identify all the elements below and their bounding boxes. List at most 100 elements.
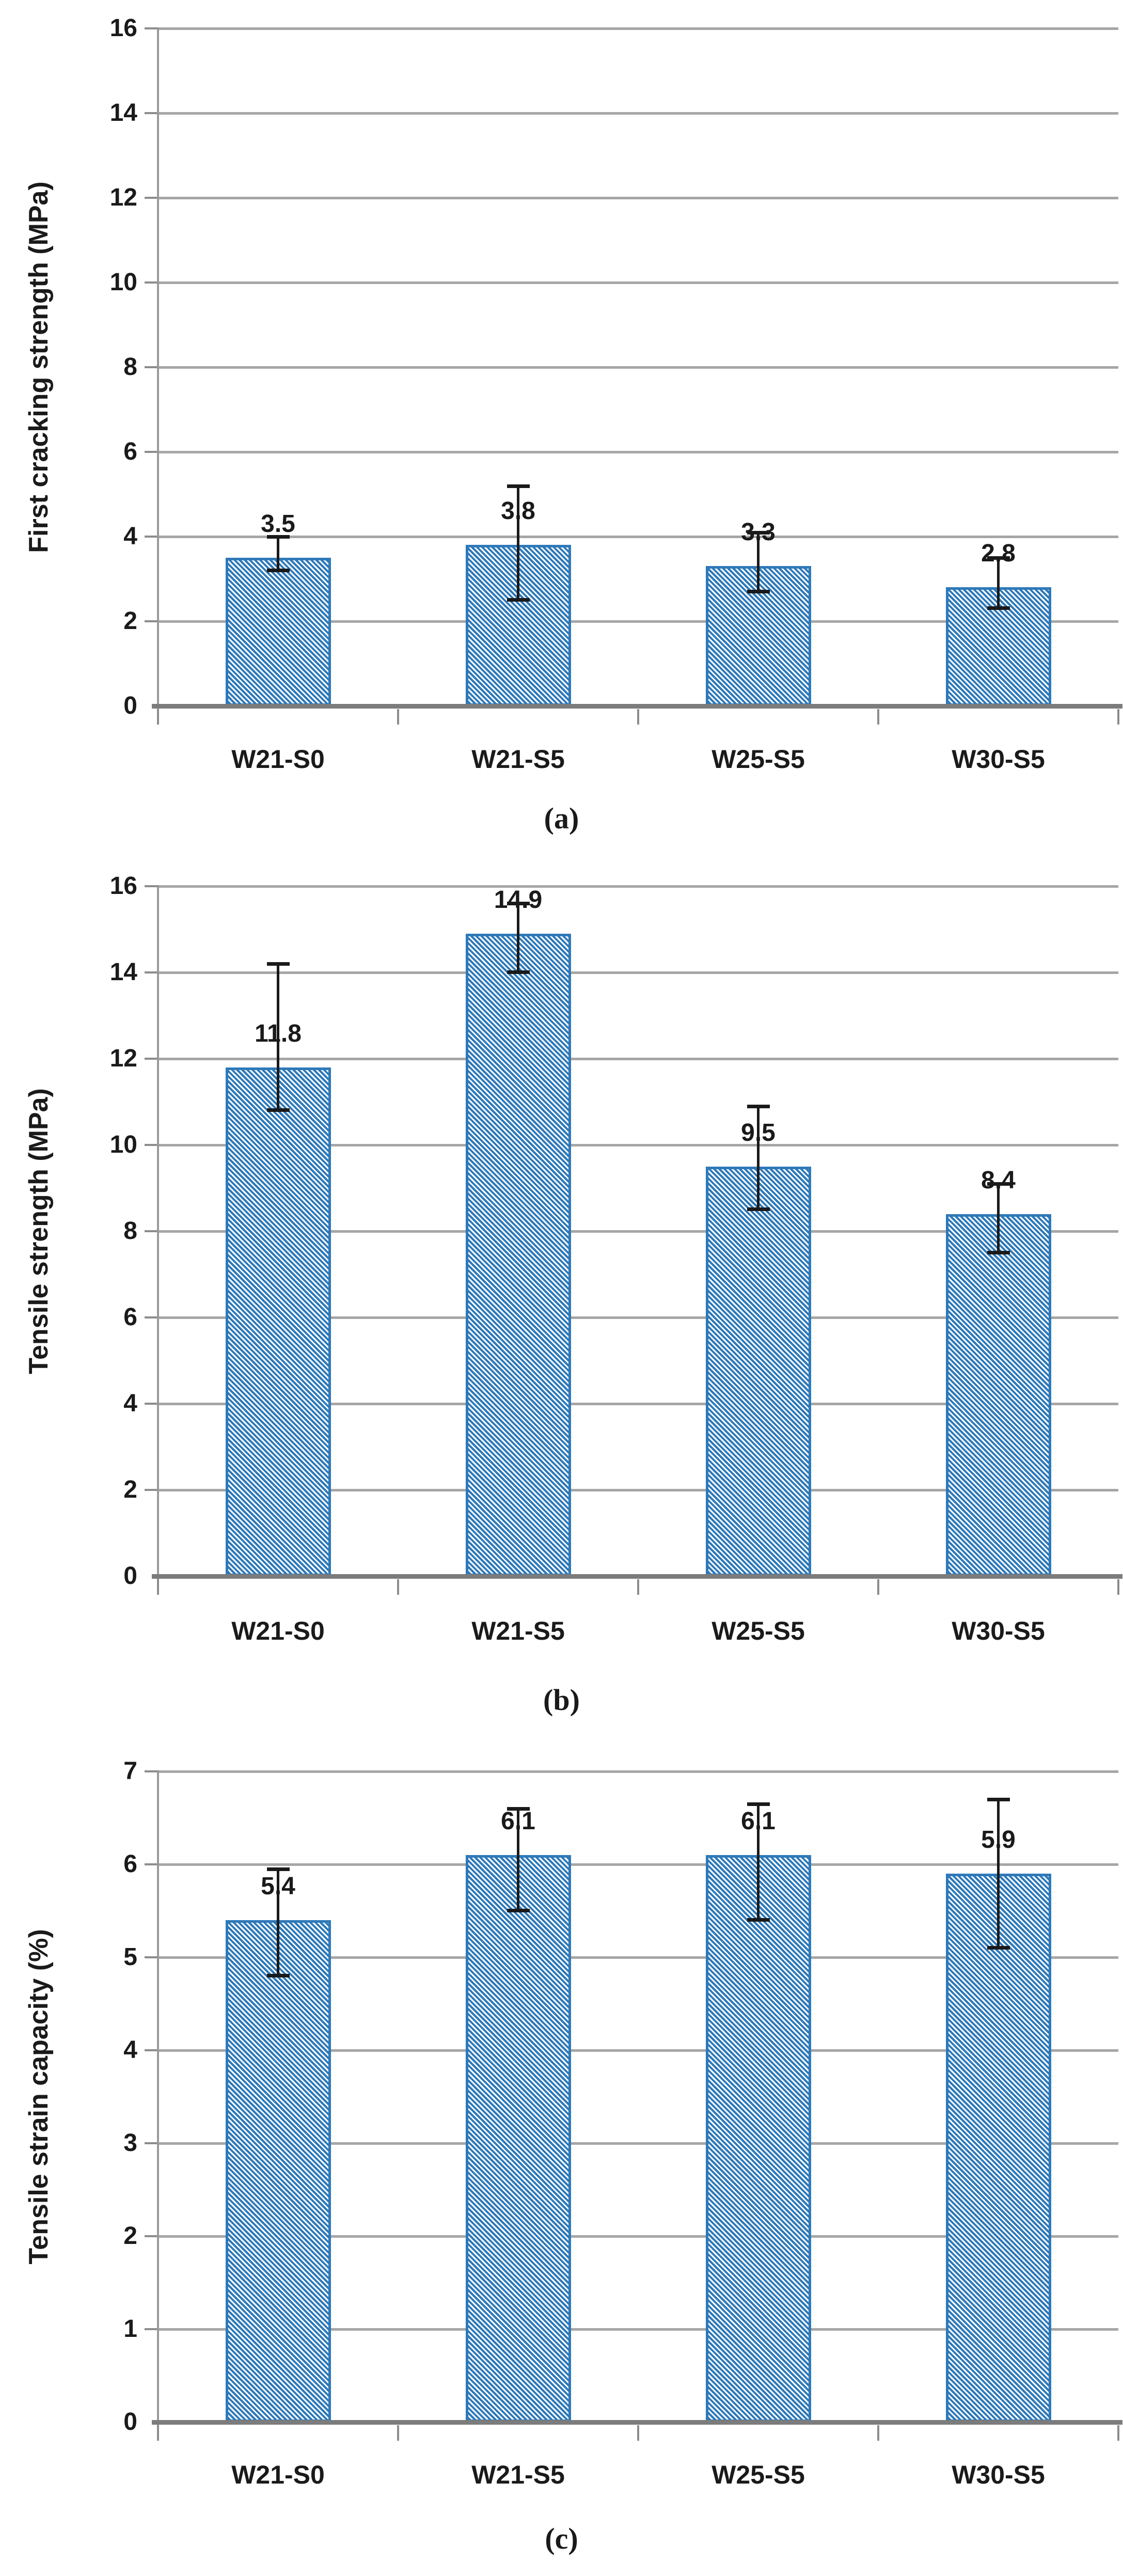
y-tick-label: 2 [123,607,137,635]
gridline [158,971,1118,974]
y-tick-label: 14 [109,99,137,127]
y-axis-tick [145,1489,159,1491]
bar [705,1855,811,2422]
gridline [158,1058,1118,1060]
x-axis-tick [397,2425,399,2441]
y-tick-label: 12 [109,1045,137,1072]
gridline [158,2328,1118,2331]
x-axis-tick [637,1579,639,1595]
y-axis-tick [145,2328,159,2330]
data-label: 6.1 [501,1808,535,1835]
y-axis-line [157,28,159,721]
category-label: W21-S5 [471,2460,565,2489]
y-axis-line [157,886,159,1592]
error-bar [277,537,279,571]
error-bar-bottom-cap [507,598,530,602]
error-bar-top-cap [266,962,290,966]
y-tick-label: 16 [109,14,137,42]
error-bar-top-cap [747,530,770,535]
x-axis-tick [157,1579,159,1595]
gridline [158,1230,1118,1233]
gridline [158,451,1118,453]
error-bar-top-cap [747,1104,770,1108]
gridline [158,2235,1118,2238]
y-axis-tick [145,1770,159,1772]
gridline [158,1403,1118,1405]
gridline [158,1770,1118,1773]
y-axis-tick [145,2049,159,2051]
data-label: 3.8 [501,497,535,525]
x-axis-line [152,1574,1122,1579]
error-bar-top-cap [987,1182,1010,1186]
data-label: 9.5 [741,1119,776,1146]
y-axis-title: Tensile strain capacity (%) [24,1929,54,2265]
y-axis-tick [145,1316,159,1318]
gridline [158,1144,1118,1146]
error-bar-bottom-cap [507,1909,530,1912]
y-axis-tick [145,620,159,622]
bar [225,1920,331,2422]
y-tick-label: 14 [109,959,137,986]
category-label: W21-S5 [471,745,565,774]
y-axis-tick [145,451,159,453]
x-axis-line [152,704,1122,709]
y-axis-tick [145,2235,159,2237]
error-bar [997,1799,1000,1948]
category-label: W30-S5 [952,745,1045,774]
y-axis-tick [145,1058,159,1060]
bar [225,1067,331,1576]
y-axis-tick [145,1403,159,1405]
y-axis-tick [145,27,159,29]
gridline [158,885,1118,888]
gridline [158,2049,1118,2052]
chart-caption: (c) [545,2522,578,2555]
x-axis-tick [1117,709,1119,725]
y-axis-tick [145,1956,159,1958]
y-tick-label: 8 [123,1217,137,1245]
y-axis-tick [145,536,159,538]
error-bar-bottom-cap [507,970,530,974]
y-tick-label: 6 [123,438,137,465]
error-bar-top-cap [987,556,1010,560]
y-tick-label: 7 [123,1757,137,1785]
error-bar-top-cap [266,535,290,539]
error-bar [997,558,1000,609]
y-tick-label: 5 [123,1943,137,1971]
error-bar [517,485,519,600]
gridline [158,536,1118,538]
y-tick-label: 2 [123,1476,137,1503]
gridline [158,281,1118,284]
data-label: 6.1 [741,1808,776,1835]
x-axis-tick [397,1579,399,1595]
y-axis-tick [145,885,159,887]
error-bar-top-cap [987,1798,1010,1801]
category-label: W25-S5 [711,1616,805,1645]
error-bar [517,903,519,972]
x-axis-tick [157,2425,159,2441]
gridline [158,27,1118,30]
y-tick-label: 10 [109,269,137,296]
y-tick-label: 8 [123,353,137,381]
data-label: 8.4 [981,1166,1016,1194]
y-tick-label: 4 [123,2036,137,2064]
y-tick-label: 6 [123,1850,137,1878]
y-axis-tick [145,112,159,114]
category-label: W30-S5 [952,1616,1045,1645]
gridline [158,620,1118,623]
gridline [158,1956,1118,1959]
error-bar [517,1809,519,1911]
y-tick-label: 4 [123,523,137,550]
gridline [158,2142,1118,2145]
error-bar [757,1106,760,1210]
x-axis-tick [877,2425,879,2441]
gridline [158,197,1118,199]
chart-caption: (b) [543,1683,580,1717]
x-axis-tick [157,709,159,725]
x-axis-tick [637,2425,639,2441]
category-label: W21-S5 [471,1616,565,1645]
error-bar-bottom-cap [987,1946,1010,1950]
category-label: W21-S0 [231,745,325,774]
error-bar-bottom-cap [266,1974,290,1977]
error-bar-bottom-cap [266,568,290,572]
y-axis-tick [145,1863,159,1865]
